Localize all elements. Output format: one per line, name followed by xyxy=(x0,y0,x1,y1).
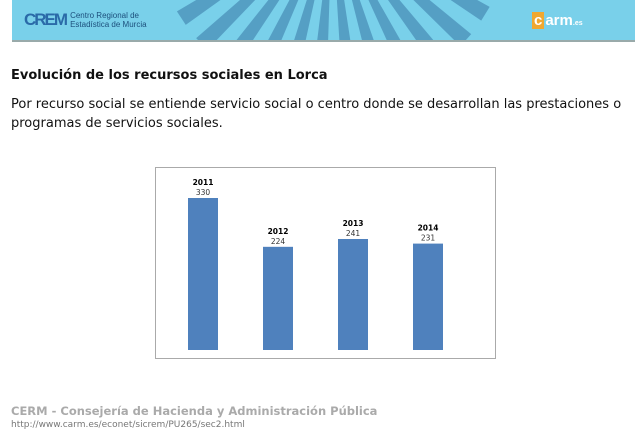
banner-ray xyxy=(413,0,472,40)
category-label: 2011 xyxy=(193,178,214,187)
banner-ray xyxy=(268,0,299,40)
page-title: Evolución de los recursos sociales en Lo… xyxy=(11,68,328,83)
header-banner: CREM Centro Regional de Estadística de M… xyxy=(12,0,635,42)
footer-title: CERM - Consejería de Hacienda y Administ… xyxy=(11,404,378,418)
banner-ray xyxy=(236,0,280,40)
bar-2012 xyxy=(263,246,293,350)
value-label: 231 xyxy=(421,234,436,243)
category-label: 2013 xyxy=(343,219,364,228)
bar-chart: 2011 330 2012 224 2013 241 2014 231 xyxy=(155,167,496,359)
crem-logo-mark: CREM xyxy=(24,10,68,29)
banner-ray xyxy=(176,0,221,25)
page-description: Por recurso social se entiende servicio … xyxy=(11,97,622,131)
category-label: 2014 xyxy=(418,224,439,233)
banner-ray xyxy=(450,0,490,21)
crem-logo-text: Centro Regional de Estadística de Murcia xyxy=(70,11,146,29)
bar-2013 xyxy=(338,238,368,350)
banner-ray xyxy=(336,0,351,40)
banner-ray xyxy=(317,0,330,40)
value-label: 224 xyxy=(271,237,286,246)
footer-url[interactable]: http://www.carm.es/econet/sicrem/PU265/s… xyxy=(11,420,245,430)
banner-ray xyxy=(196,0,256,40)
crem-logo[interactable]: CREM Centro Regional de Estadística de M… xyxy=(24,10,147,30)
banner-rays-decoration xyxy=(176,0,490,40)
value-label: 241 xyxy=(346,229,361,238)
bar-2014 xyxy=(413,243,443,350)
banner-ray xyxy=(368,0,401,40)
category-label: 2012 xyxy=(268,227,289,236)
banner-ray xyxy=(351,0,374,40)
carm-logo[interactable]: c arm.es xyxy=(532,12,583,29)
logo-line-1: Centro Regional de xyxy=(70,11,139,20)
bar-2011 xyxy=(188,198,218,350)
logo-line-2: Estadística de Murcia xyxy=(70,20,147,29)
banner-ray xyxy=(294,0,315,40)
value-label: 330 xyxy=(196,188,211,197)
banner-ray xyxy=(388,0,434,40)
